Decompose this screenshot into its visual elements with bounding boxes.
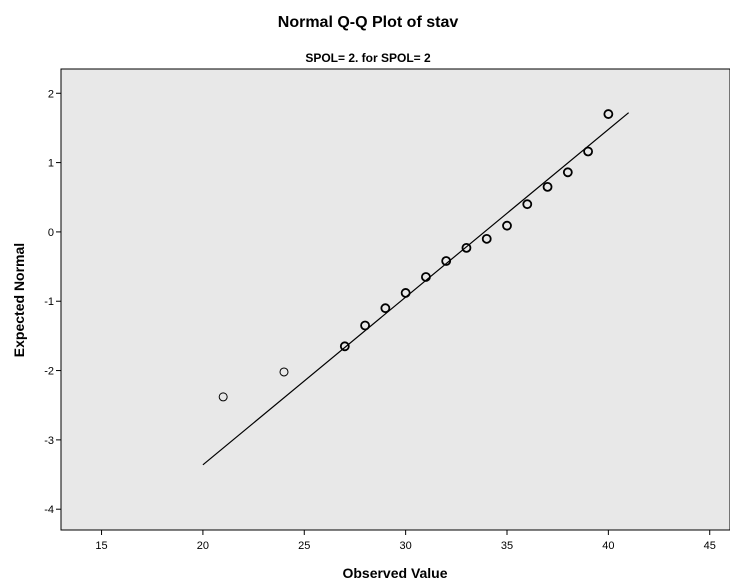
x-tick-label: 35: [501, 540, 513, 552]
x-tick-label: 15: [95, 540, 107, 552]
y-tick-label: 1: [48, 158, 54, 170]
data-point: [583, 146, 593, 157]
data-point: [400, 288, 411, 298]
x-tick-label: 30: [400, 540, 412, 552]
y-tick-label: -1: [44, 296, 54, 308]
data-point: [461, 242, 472, 253]
data-point: [279, 367, 289, 377]
plot-area: [60, 68, 730, 531]
chart-title: Normal Q-Q Plot of stav: [278, 14, 459, 31]
data-point: [218, 392, 228, 402]
y-tick-label: -4: [44, 504, 54, 516]
y-axis-label: Expected Normal: [11, 243, 27, 357]
data-point: [481, 233, 492, 244]
y-tick-label: 0: [48, 227, 54, 239]
data-points: [218, 109, 614, 402]
data-point: [502, 220, 512, 231]
y-tick-label: 2: [48, 88, 54, 100]
chart-subtitle: SPOL= 2. for SPOL= 2: [305, 51, 431, 65]
data-point: [360, 320, 370, 331]
x-tick-label: 40: [602, 540, 614, 552]
x-tick-label: 45: [704, 540, 716, 552]
data-point: [339, 341, 350, 352]
data-point: [542, 181, 553, 192]
x-axis-label: Observed Value: [342, 565, 447, 581]
reference-line: [202, 112, 630, 466]
data-point: [441, 256, 452, 266]
y-axis-ticks: 2 1 0 -1 -2 -3 -4: [44, 88, 61, 516]
data-point: [380, 303, 391, 314]
y-tick-label: -2: [44, 366, 54, 378]
x-axis-ticks: 15 20 25 30 35 40 45: [95, 530, 716, 552]
x-tick-label: 20: [197, 540, 209, 552]
x-tick-label: 25: [298, 540, 310, 552]
data-point: [522, 199, 533, 210]
data-point: [603, 109, 614, 119]
y-tick-label: -3: [44, 435, 54, 447]
data-point: [562, 167, 573, 178]
data-point: [421, 272, 431, 282]
